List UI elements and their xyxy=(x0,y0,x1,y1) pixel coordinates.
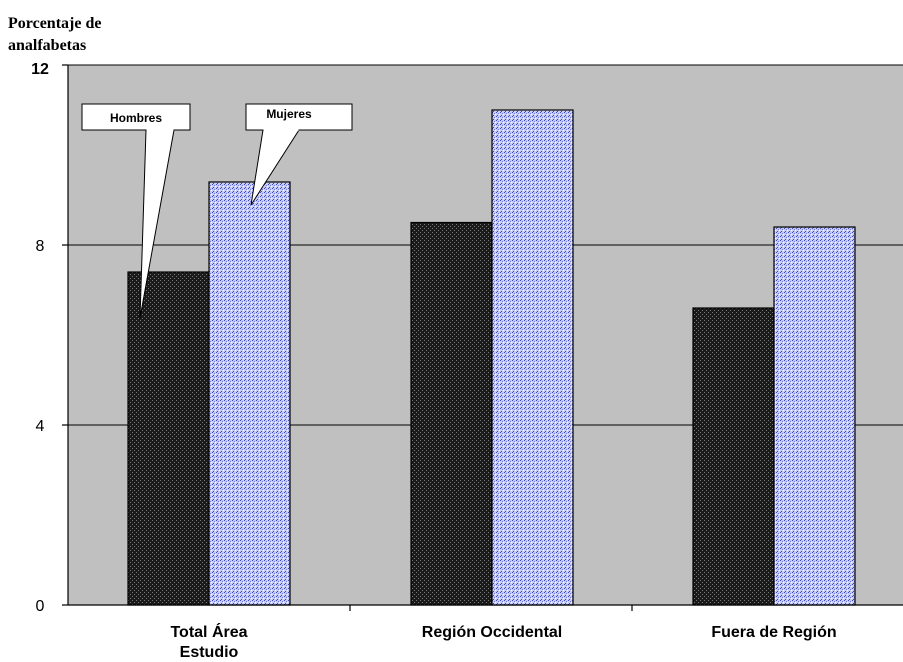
bar-mujeres-3 xyxy=(773,226,856,606)
y-tick-label-8: 8 xyxy=(36,238,45,255)
y-tick-label-4: 4 xyxy=(36,418,45,435)
bar-hombres-3 xyxy=(692,307,775,606)
x-category-label-1: Total Área Estudio xyxy=(170,622,247,661)
callout-mujeres: Mujeres xyxy=(245,103,353,206)
bar-mujeres-2 xyxy=(491,109,574,606)
y-axis-label: Porcentaje de analfabetas xyxy=(8,15,101,54)
x-category-label-2: Región Occidental xyxy=(422,624,562,641)
y-tick-label-12: 12 xyxy=(31,61,49,78)
y-tick-label-0: 0 xyxy=(36,598,45,615)
y-axis-title: Porcentaje de analfabetas xyxy=(8,15,101,54)
bar-mujeres-1 xyxy=(208,181,291,606)
x-category-label-3: Fuera de Región xyxy=(711,624,836,641)
legend-callouts: Hombres Mujeres xyxy=(81,103,353,319)
bar-hombres-1 xyxy=(127,271,210,606)
y-tick-labels: 0 4 8 12 xyxy=(31,61,49,615)
legend-label-hombres: Hombres xyxy=(110,111,162,125)
callout-box-hombres xyxy=(81,103,191,131)
bars xyxy=(127,109,856,606)
x-category-labels: Total Área Estudio Región Occidental Fuera … xyxy=(170,622,836,661)
callout-box-mujeres xyxy=(245,103,353,131)
axes xyxy=(62,64,903,611)
bar-hombres-2 xyxy=(410,221,493,606)
legend-label-mujeres: Mujeres xyxy=(266,107,312,121)
callout-hombres: Hombres xyxy=(81,103,191,319)
